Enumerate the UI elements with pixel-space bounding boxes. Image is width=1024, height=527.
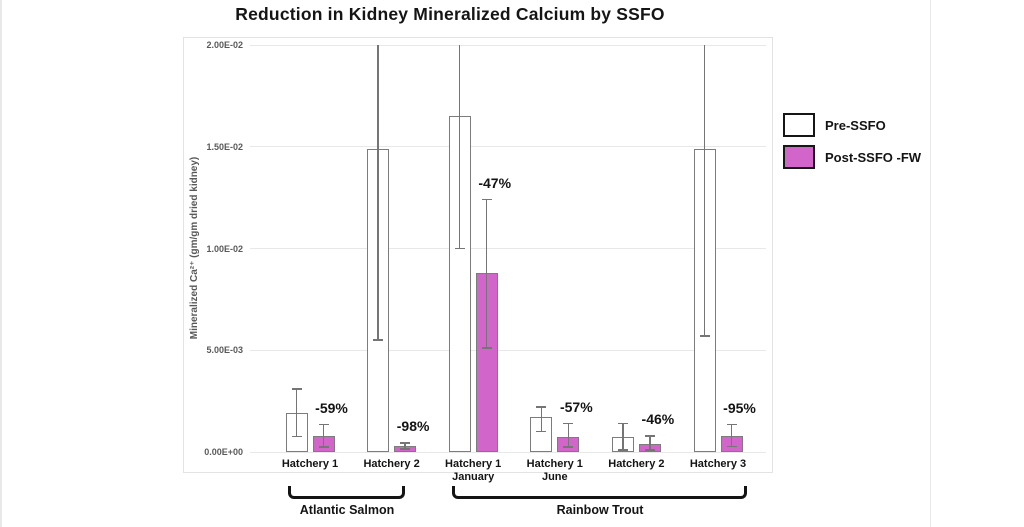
y-tick-label: 2.00E-02	[206, 40, 243, 50]
reduction-label: -47%	[478, 174, 512, 191]
category-label: Hatchery 1 January	[427, 458, 519, 483]
category-label-line: Hatchery 3	[689, 458, 747, 470]
pre-error-bar	[703, 45, 706, 336]
category-label: Hatchery 2	[346, 458, 438, 471]
category-label: Hatchery 1 June	[509, 458, 601, 483]
category-label: Hatchery 3	[672, 458, 764, 471]
legend-item-pre-ssfo: Pre-SSFO	[783, 113, 921, 137]
legend-label-pre-ssfo: Pre-SSFO	[825, 117, 886, 133]
post-error-bar-cap-top	[481, 198, 492, 201]
pre-error-bar	[458, 45, 461, 249]
legend-label-post-ssfo: Post-SSFO -FW	[825, 149, 922, 165]
gridline	[250, 146, 766, 148]
category-label-line: Hatchery 2	[363, 458, 420, 470]
pre-error-bar-cap-top	[617, 422, 628, 425]
category-label: Hatchery 2	[590, 458, 682, 471]
pre-error-bar	[540, 407, 543, 432]
post-error-bar	[322, 424, 325, 447]
post-error-bar-cap-top	[400, 442, 411, 444]
legend-item-post-ssfo: Post-SSFO -FW	[783, 145, 921, 169]
post-error-bar	[404, 442, 406, 449]
group-label-atlantic-salmon: Atlantic Salmon	[299, 503, 395, 517]
legend: Pre-SSFO Post-SSFO -FW	[783, 113, 921, 177]
page-right-edge	[930, 0, 931, 527]
post-error-bar	[730, 424, 733, 447]
reduction-label: -95%	[723, 399, 756, 416]
post-error-bar-cap-bottom	[644, 449, 655, 451]
category-label-line: Hatchery 1	[281, 458, 339, 470]
y-tick-label: 1.00E-02	[206, 243, 243, 254]
post-error-bar	[649, 435, 651, 450]
gridline	[250, 248, 766, 249]
pre-error-bar-cap-top	[536, 406, 547, 408]
post-error-bar-cap-bottom	[400, 448, 411, 450]
reduction-label: -46%	[641, 410, 675, 427]
pre-error-bar-cap-bottom	[454, 247, 465, 250]
pre-error-bar-cap-bottom	[373, 339, 384, 341]
legend-swatch-post-ssfo	[783, 145, 815, 169]
category-label-line: Hatchery 1	[526, 458, 583, 470]
category-label-line: Hatchery 2	[608, 458, 665, 470]
gridline	[250, 44, 766, 46]
group-label-rainbow-trout: Rainbow Trout	[556, 503, 644, 517]
post-error-bar-cap-top	[318, 423, 329, 426]
post-error-bar-cap-top	[726, 423, 737, 426]
page-left-edge	[0, 0, 2, 527]
group-bracket-rainbow-trout	[452, 486, 747, 499]
legend-swatch-pre-ssfo	[783, 113, 815, 137]
category-label-line: June	[541, 470, 568, 483]
post-error-bar-cap-bottom	[318, 446, 329, 448]
post-error-bar	[567, 423, 570, 447]
chart-title: Reduction in Kidney Mineralized Calcium …	[235, 4, 665, 24]
pre-error-bar-cap-bottom	[291, 435, 302, 438]
pre-error-bar-cap-top	[291, 388, 302, 390]
post-error-bar	[485, 199, 488, 349]
category-label: Hatchery 1	[264, 458, 356, 471]
post-error-bar-cap-top	[563, 422, 574, 425]
category-label-line: January	[452, 470, 495, 483]
gridline	[250, 349, 766, 351]
y-tick-label: 1.50E-02	[206, 141, 243, 152]
post-error-bar-cap-bottom	[726, 445, 737, 448]
pre-error-bar-cap-bottom	[699, 335, 710, 337]
pre-error-bar	[622, 423, 624, 450]
pre-error-bar-cap-bottom	[617, 449, 628, 451]
pre-error-bar	[295, 388, 298, 437]
post-error-bar-cap-top	[644, 435, 655, 437]
reduction-label: -98%	[396, 417, 430, 434]
y-tick-label: 5.00E-03	[206, 345, 243, 356]
reduction-label: -57%	[559, 398, 593, 415]
y-tick-label: 0.00E+00	[204, 447, 243, 457]
category-label-line: Hatchery 1	[445, 458, 502, 470]
post-error-bar-cap-bottom	[563, 446, 574, 448]
post-error-bar-cap-bottom	[481, 347, 492, 349]
pre-error-bar-cap-bottom	[536, 430, 547, 433]
group-bracket-atlantic-salmon	[288, 486, 405, 499]
gridline	[250, 451, 766, 453]
pre-error-bar	[377, 45, 379, 341]
reduction-label: -59%	[315, 399, 348, 416]
